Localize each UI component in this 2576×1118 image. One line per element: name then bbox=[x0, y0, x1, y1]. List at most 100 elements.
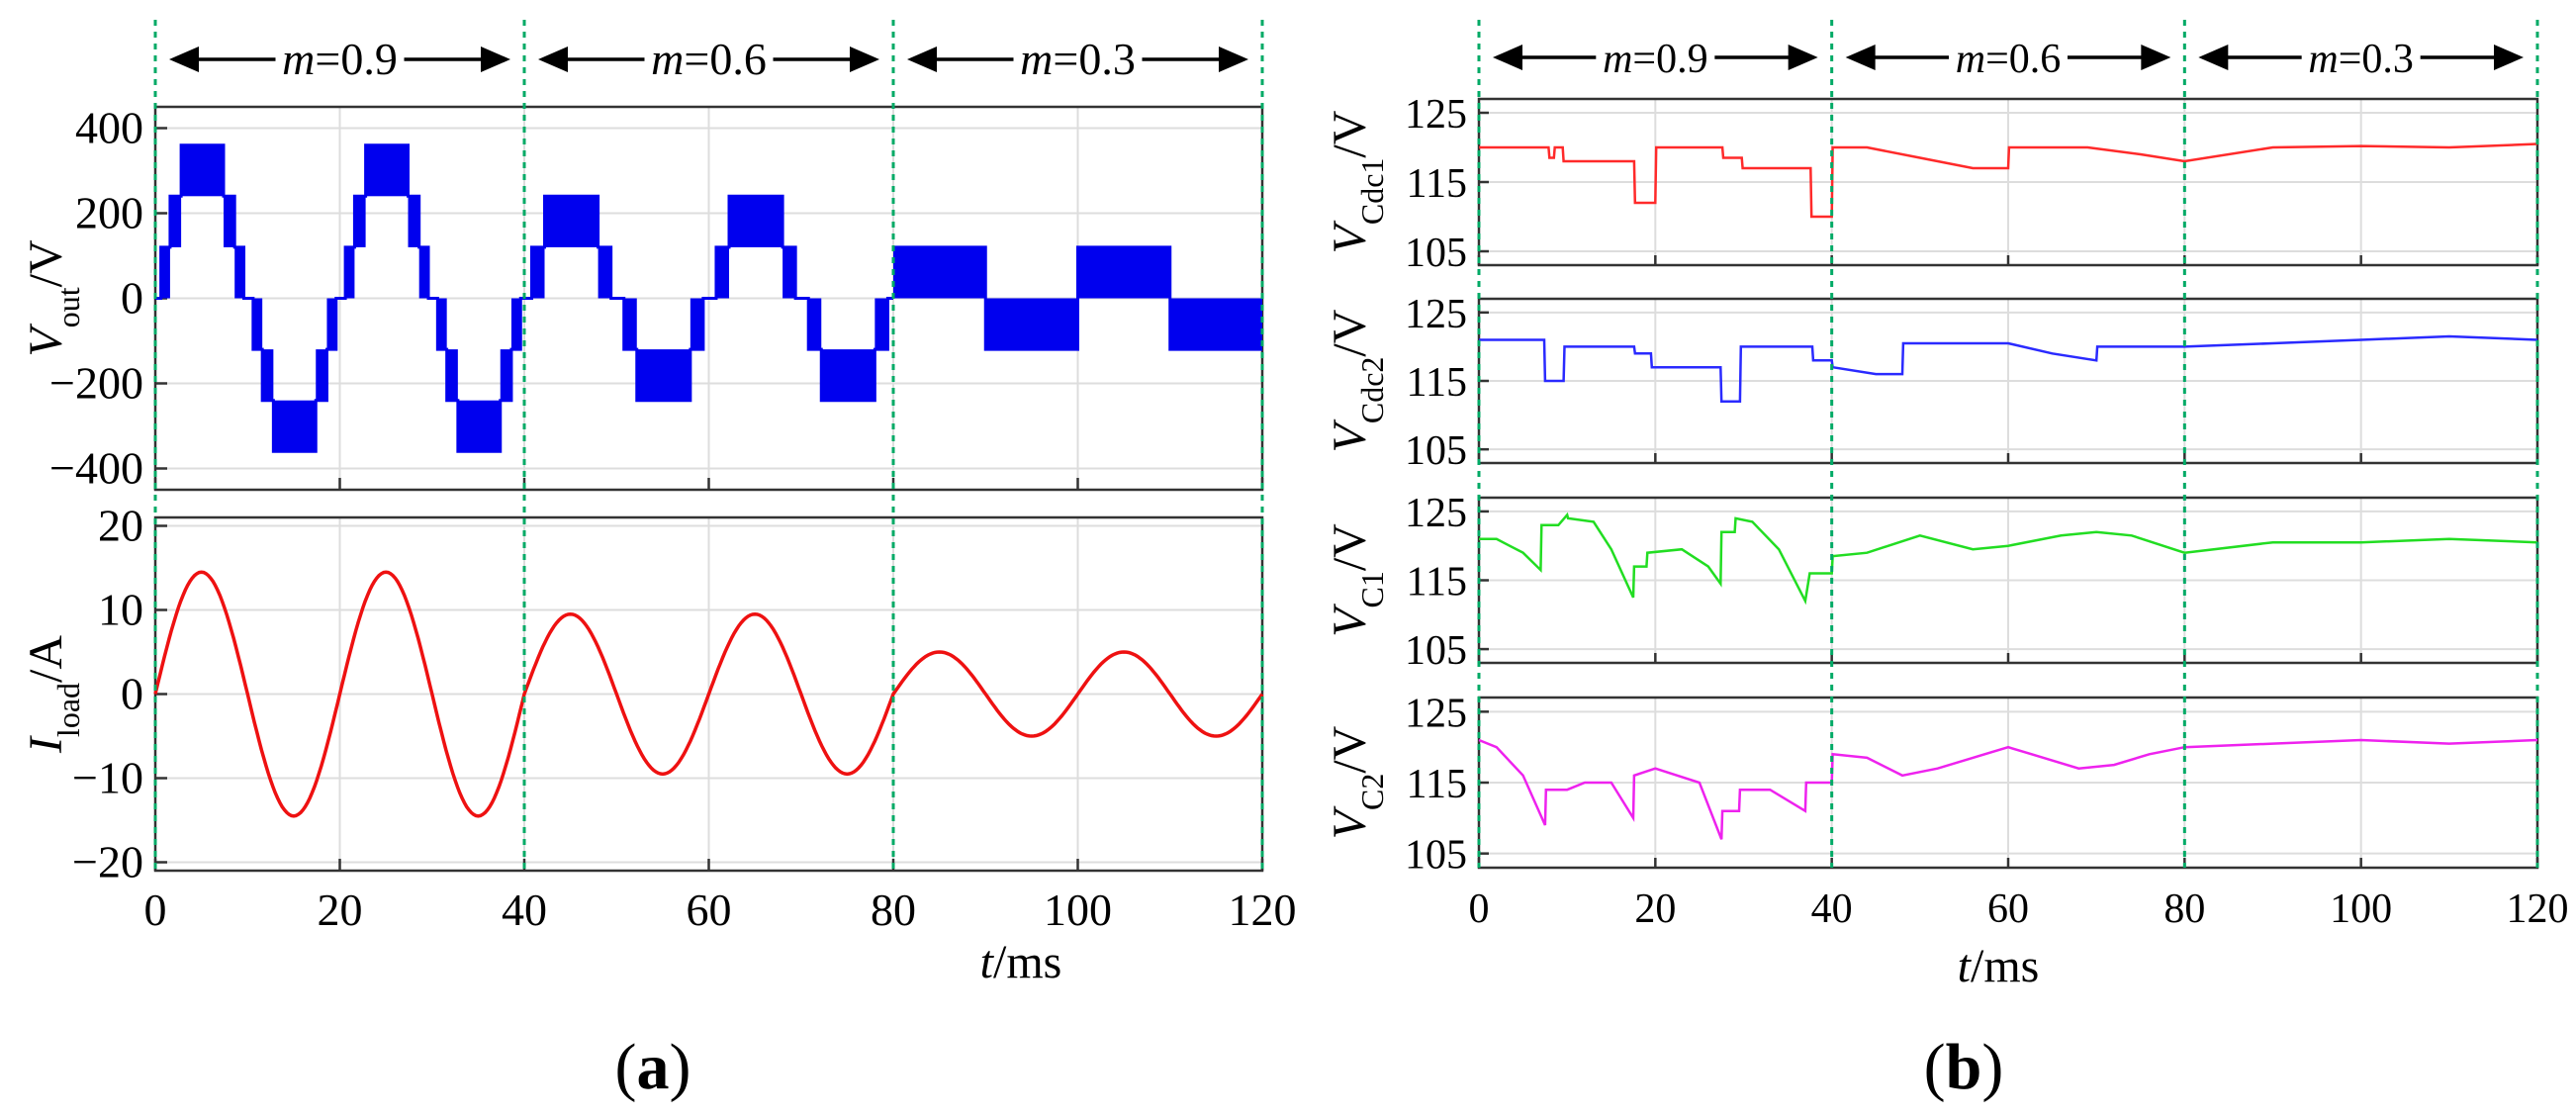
plot-vout: −400 −200 0 200 400 Vout/V bbox=[20, 103, 1264, 494]
panel-b: 105115125VCdc1/V105115125VCdc2/V10511512… bbox=[1324, 20, 2569, 932]
y-label-sub: load bbox=[50, 683, 86, 737]
vcdc2-line bbox=[1479, 334, 2538, 404]
vout-step-bar bbox=[457, 400, 501, 452]
segment-value: =0.6 bbox=[1985, 37, 2061, 82]
y-label-var: V bbox=[1324, 604, 1376, 637]
vout-step-bar bbox=[821, 349, 875, 401]
segment-annotations: m=0.9 m=0.6 m=0.3 bbox=[153, 20, 1264, 871]
vout-step-bar bbox=[893, 246, 986, 299]
x-tick-label-iload: 40 bbox=[502, 885, 547, 935]
y-label-unit: /V bbox=[1324, 110, 1376, 157]
vout-step-bar bbox=[169, 196, 182, 247]
vout-step-bar bbox=[326, 298, 336, 350]
y-label-sub: C1 bbox=[1354, 571, 1390, 607]
segment-arrow: m=0.3 bbox=[907, 26, 1248, 84]
label-bg bbox=[1596, 24, 1715, 79]
arrow-head-left bbox=[1845, 45, 1876, 70]
y-tick-label-vc1: 105 bbox=[1405, 628, 1467, 674]
segment-var: m bbox=[282, 34, 315, 84]
x-tick-label-iload: 60 bbox=[687, 885, 732, 935]
y-tick-label-vout: −200 bbox=[49, 358, 143, 409]
x-tick-label-vc2: 0 bbox=[1469, 886, 1490, 932]
x-tick-label-vc2: 20 bbox=[1634, 886, 1676, 932]
y-label-var: V bbox=[1324, 805, 1376, 839]
vout-step-bar bbox=[408, 196, 419, 247]
segment-label: m=0.6 bbox=[1956, 37, 2062, 82]
segment-value: =0.3 bbox=[1053, 34, 1135, 84]
y-tick-label-iload: −20 bbox=[72, 837, 143, 887]
x-tick-label-iload: 80 bbox=[871, 885, 916, 935]
y-tick-label-vcdc2: 125 bbox=[1405, 292, 1467, 337]
segment-label: m=0.9 bbox=[282, 34, 398, 84]
vout-step-bar bbox=[500, 349, 511, 401]
y-tick-label-vout: 400 bbox=[75, 103, 143, 153]
vout-step-bar bbox=[690, 298, 703, 350]
x-tick-label-vc2: 120 bbox=[2507, 886, 2569, 932]
y-tick-label-vcdc2: 115 bbox=[1407, 360, 1467, 406]
plot-vc1: 105 115 125 VC1/V bbox=[1324, 491, 2539, 674]
arrow-head-right bbox=[2141, 45, 2171, 70]
y-axis-label-vc2: VC2/V bbox=[1324, 725, 1390, 839]
label-bg bbox=[644, 26, 774, 81]
y-label-unit: /V bbox=[20, 239, 72, 287]
y-tick-label-vc2: 125 bbox=[1405, 691, 1467, 736]
x-axis-title-b: t/ms bbox=[1958, 940, 2040, 992]
y-axis-label-vcdc1: VCdc1/V bbox=[1324, 110, 1390, 253]
y-tick-label-iload: 20 bbox=[98, 501, 143, 551]
arrow-head-right bbox=[481, 47, 510, 72]
y-tick-label-iload: 10 bbox=[98, 585, 143, 635]
segment-value: =0.9 bbox=[1632, 37, 1707, 82]
vout-step-bar bbox=[715, 246, 730, 299]
y-tick-label-vcdc1: 125 bbox=[1405, 92, 1467, 138]
segment-label: m=0.3 bbox=[2308, 37, 2414, 82]
y-axis-label-vcdc2: VCdc2/V bbox=[1324, 309, 1390, 452]
vout-step-bar bbox=[365, 144, 409, 197]
vout-step-bar bbox=[782, 246, 796, 299]
vout-step-bar bbox=[273, 400, 317, 452]
x-tick-label-vc2: 80 bbox=[2163, 886, 2205, 932]
arrow-head-left bbox=[2198, 45, 2229, 70]
vout-step-bar bbox=[354, 196, 366, 247]
y-label-var: V bbox=[1324, 220, 1376, 253]
vout-step-bar bbox=[316, 349, 327, 401]
vcdc1-line bbox=[1479, 142, 2538, 219]
vout-step-bar bbox=[510, 298, 521, 350]
segment-value: =0.3 bbox=[2339, 37, 2414, 82]
label-bg bbox=[1949, 24, 2068, 79]
vout-step-bar bbox=[446, 349, 458, 401]
y-label-unit: /V bbox=[1324, 309, 1376, 356]
vout-step-bar bbox=[345, 246, 355, 299]
y-label-sub: C2 bbox=[1354, 774, 1390, 810]
y-label-unit: /V bbox=[1324, 523, 1376, 571]
vout-step-bar bbox=[544, 196, 598, 247]
y-label-unit: /V bbox=[1324, 725, 1376, 773]
y-label-sub: out bbox=[50, 287, 86, 327]
vout-step-bar bbox=[623, 298, 637, 350]
y-label-var: I bbox=[20, 735, 72, 754]
vout-step-bar bbox=[808, 298, 822, 350]
y-tick-label-iload: −10 bbox=[72, 753, 143, 803]
vout-step-bar bbox=[531, 246, 545, 299]
plot-iload: −20 −10 0 10 20 0 20 40 60 80 100 120 Iload/A bbox=[20, 501, 1297, 936]
arrow-head-left bbox=[1493, 45, 1522, 70]
segment-var: m bbox=[1956, 37, 1985, 82]
y-tick-label-vout: 0 bbox=[121, 273, 143, 324]
vout-step-bar bbox=[160, 246, 170, 299]
plot-vcdc1: 105 115 125 VCdc1/V bbox=[1324, 92, 2539, 276]
x-tick-label-vc2: 60 bbox=[1987, 886, 2029, 932]
x-tick-label-iload: 20 bbox=[318, 885, 363, 935]
vout-step-bar bbox=[1169, 298, 1262, 350]
y-tick-label-vcdc2: 105 bbox=[1405, 428, 1467, 474]
y-tick-label-vout: −400 bbox=[49, 443, 143, 494]
segment-var: m bbox=[1020, 34, 1053, 84]
segment-arrow: m=0.9 bbox=[169, 26, 510, 84]
x-tick-label-iload: 100 bbox=[1044, 885, 1112, 935]
label-bg bbox=[275, 26, 405, 81]
x-tick-label-iload: 120 bbox=[1229, 885, 1297, 935]
vout-step-bar bbox=[1077, 246, 1170, 299]
segment-arrow: m=0.6 bbox=[538, 26, 879, 84]
vout-step-bar bbox=[437, 298, 447, 350]
vc2-line bbox=[1478, 738, 2538, 840]
vout-step-bar bbox=[874, 298, 888, 350]
